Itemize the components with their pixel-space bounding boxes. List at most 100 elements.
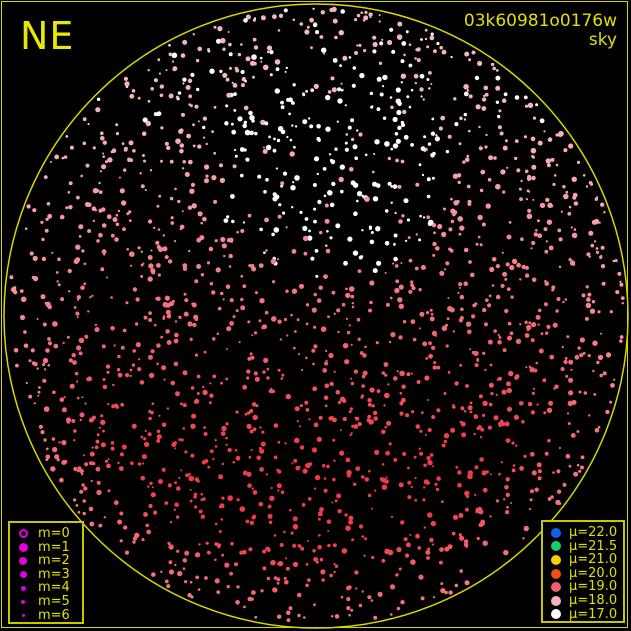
star [509, 331, 514, 336]
star [558, 446, 562, 450]
star [128, 210, 132, 214]
star [229, 66, 232, 70]
star [387, 156, 391, 161]
star [400, 73, 407, 79]
star [548, 245, 554, 251]
star [219, 503, 225, 509]
star [13, 348, 19, 353]
star [346, 330, 351, 335]
star [76, 195, 80, 200]
star [234, 154, 238, 158]
star [229, 298, 234, 303]
star [105, 364, 111, 369]
star [259, 426, 262, 429]
star [228, 52, 233, 57]
color-swatch-icon [547, 541, 565, 552]
star [52, 390, 56, 395]
star [174, 187, 177, 191]
star [360, 11, 364, 14]
star [441, 443, 446, 448]
star [392, 116, 398, 123]
star [212, 337, 216, 341]
star [285, 557, 288, 560]
star [276, 258, 280, 261]
star [275, 167, 278, 170]
star [217, 545, 221, 549]
star [331, 290, 336, 295]
star [452, 330, 455, 333]
star [370, 231, 374, 234]
star [331, 181, 336, 187]
star [249, 352, 253, 356]
star [326, 464, 330, 469]
star [225, 284, 231, 290]
star [126, 248, 129, 251]
star [601, 281, 606, 286]
star [288, 97, 293, 103]
star [268, 135, 271, 139]
star [322, 368, 328, 373]
magnitude-symbol-icon [14, 599, 32, 604]
star [563, 359, 568, 365]
star [215, 267, 221, 273]
star [410, 319, 416, 325]
star [319, 507, 324, 512]
star [503, 549, 509, 556]
star [41, 256, 47, 262]
star [313, 207, 317, 211]
star [29, 251, 34, 256]
star [264, 121, 269, 126]
star [426, 78, 430, 81]
star [304, 400, 309, 405]
star [306, 539, 309, 542]
star [78, 337, 85, 344]
star [384, 392, 390, 399]
magnitude-legend-row: m=3 [14, 568, 78, 582]
color-swatch-icon [547, 527, 565, 538]
star [522, 537, 525, 540]
star [76, 380, 79, 383]
star [115, 123, 119, 127]
star [165, 69, 168, 72]
star [399, 401, 404, 406]
star [426, 177, 431, 182]
star [173, 508, 176, 511]
star [237, 116, 243, 122]
star [392, 262, 395, 265]
star [157, 273, 161, 277]
star [550, 157, 555, 162]
star [396, 606, 401, 611]
star [478, 394, 483, 399]
star [423, 135, 427, 139]
star [222, 298, 225, 301]
star [364, 153, 368, 157]
star [389, 296, 393, 300]
star [497, 114, 501, 119]
star [511, 258, 518, 265]
star [101, 249, 107, 255]
star [426, 456, 431, 461]
star [333, 370, 336, 373]
star [319, 35, 324, 39]
star [342, 398, 347, 403]
star [249, 408, 254, 414]
star [408, 43, 412, 46]
star [425, 550, 431, 555]
star [323, 395, 329, 401]
star [334, 614, 340, 619]
star [465, 384, 469, 388]
star [351, 302, 354, 305]
star [280, 105, 285, 110]
star [389, 27, 394, 32]
star [251, 487, 254, 490]
star [395, 279, 400, 284]
star [507, 335, 512, 341]
star [568, 377, 574, 383]
star [524, 333, 530, 338]
star [166, 145, 171, 151]
star [495, 75, 501, 81]
star [436, 476, 441, 481]
star [572, 195, 577, 200]
star [81, 396, 84, 399]
star [81, 249, 85, 253]
